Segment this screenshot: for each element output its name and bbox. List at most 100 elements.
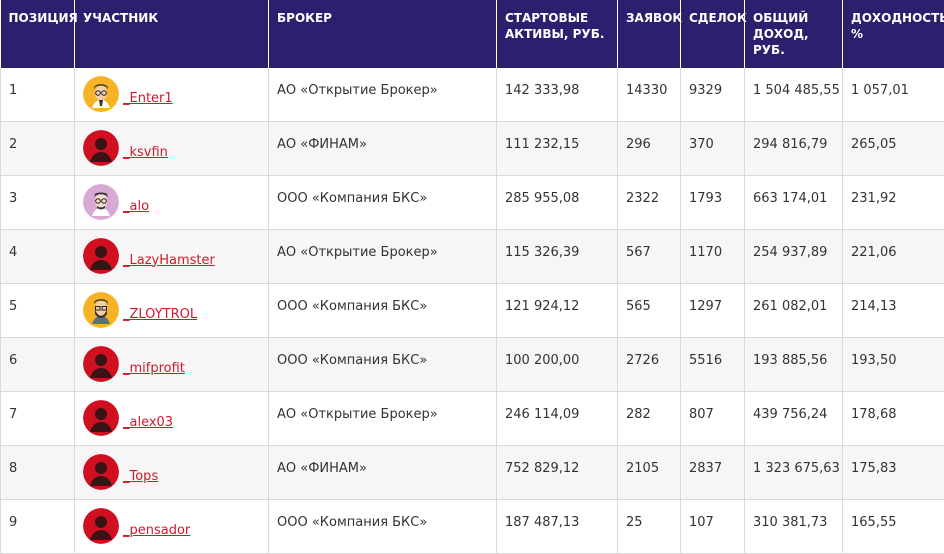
broker-cell: АО «ФИНАМ»: [269, 446, 497, 500]
start-assets-cell: 246 114,09: [497, 392, 618, 446]
participant-cell: _ksvfin: [75, 122, 269, 176]
table-header-row: ПОЗИЦИЯ УЧАСТНИК БРОКЕР СТАРТОВЫЕ АКТИВЫ…: [1, 0, 944, 68]
yield-cell: 175,83: [843, 446, 944, 500]
total-income-cell: 261 082,01: [745, 284, 843, 338]
participant-link[interactable]: _alo: [123, 191, 149, 214]
position-cell: 4: [1, 230, 75, 284]
position-cell: 7: [1, 392, 75, 446]
default-avatar-red-icon[interactable]: [83, 400, 119, 436]
broker-cell: ООО «Компания БКС»: [269, 176, 497, 230]
broker-cell: АО «Открытие Брокер»: [269, 68, 497, 122]
participant-link[interactable]: _mifprofit: [123, 353, 185, 376]
yield-cell: 1 057,01: [843, 68, 944, 122]
total-income-cell: 663 174,01: [745, 176, 843, 230]
start-assets-cell: 285 955,08: [497, 176, 618, 230]
start-assets-cell: 142 333,98: [497, 68, 618, 122]
total-income-cell: 439 756,24: [745, 392, 843, 446]
participant-cell: _pensador: [75, 500, 269, 554]
broker-cell: АО «Открытие Брокер»: [269, 230, 497, 284]
deals-cell: 5516: [681, 338, 745, 392]
position-cell: 9: [1, 500, 75, 554]
geek-avatar-gold-icon[interactable]: [83, 76, 119, 112]
total-income-cell: 294 816,79: [745, 122, 843, 176]
broker-cell: ООО «Компания БКС»: [269, 338, 497, 392]
orders-cell: 14330: [618, 68, 681, 122]
participant-link[interactable]: _alex03: [123, 407, 173, 430]
participant-cell: _Enter1: [75, 68, 269, 122]
yield-cell: 165,55: [843, 500, 944, 554]
orders-cell: 282: [618, 392, 681, 446]
participant-cell: _Tops: [75, 446, 269, 500]
default-avatar-red-icon[interactable]: [83, 454, 119, 490]
default-avatar-red-icon[interactable]: [83, 238, 119, 274]
participant-cell: _alo: [75, 176, 269, 230]
start-assets-cell: 111 232,15: [497, 122, 618, 176]
start-assets-cell: 752 829,12: [497, 446, 618, 500]
orders-cell: 296: [618, 122, 681, 176]
participant-cell: _LazyHamster: [75, 230, 269, 284]
orders-cell: 2726: [618, 338, 681, 392]
position-cell: 2: [1, 122, 75, 176]
broker-cell: ООО «Компания БКС»: [269, 500, 497, 554]
header-deals[interactable]: СДЕЛОК: [681, 0, 745, 68]
start-assets-cell: 187 487,13: [497, 500, 618, 554]
start-assets-cell: 115 326,39: [497, 230, 618, 284]
geek-avatar-pink-icon[interactable]: [83, 184, 119, 220]
header-position[interactable]: ПОЗИЦИЯ: [1, 0, 75, 68]
start-assets-cell: 100 200,00: [497, 338, 618, 392]
position-cell: 5: [1, 284, 75, 338]
participant-link[interactable]: _Enter1: [123, 83, 173, 106]
yield-cell: 178,68: [843, 392, 944, 446]
orders-cell: 2105: [618, 446, 681, 500]
yield-cell: 265,05: [843, 122, 944, 176]
position-cell: 1: [1, 68, 75, 122]
position-cell: 6: [1, 338, 75, 392]
default-avatar-red-icon[interactable]: [83, 130, 119, 166]
default-avatar-red-icon[interactable]: [83, 346, 119, 382]
total-income-cell: 1 323 675,63: [745, 446, 843, 500]
header-start-assets[interactable]: СТАРТОВЫЕ АКТИВЫ, РУБ.: [497, 0, 618, 68]
participant-link[interactable]: _ZLOYTROL: [123, 299, 197, 322]
table-row: 4 _LazyHamster АО «Открытие Брокер»115 326…: [1, 230, 944, 284]
deals-cell: 107: [681, 500, 745, 554]
deals-cell: 1170: [681, 230, 745, 284]
orders-cell: 2322: [618, 176, 681, 230]
deals-cell: 2837: [681, 446, 745, 500]
total-income-cell: 193 885,56: [745, 338, 843, 392]
header-participant[interactable]: УЧАСТНИК: [75, 0, 269, 68]
broker-cell: АО «ФИНАМ»: [269, 122, 497, 176]
orders-cell: 565: [618, 284, 681, 338]
position-cell: 8: [1, 446, 75, 500]
participant-link[interactable]: _Tops: [123, 461, 158, 484]
header-broker[interactable]: БРОКЕР: [269, 0, 497, 68]
deals-cell: 9329: [681, 68, 745, 122]
orders-cell: 25: [618, 500, 681, 554]
total-income-cell: 254 937,89: [745, 230, 843, 284]
yield-cell: 231,92: [843, 176, 944, 230]
header-total-income[interactable]: ОБЩИЙ ДОХОД, РУБ.: [745, 0, 843, 68]
broker-cell: АО «Открытие Брокер»: [269, 392, 497, 446]
participant-link[interactable]: _LazyHamster: [123, 245, 215, 268]
total-income-cell: 310 381,73: [745, 500, 843, 554]
yield-cell: 214,13: [843, 284, 944, 338]
yield-cell: 221,06: [843, 230, 944, 284]
participant-link[interactable]: _pensador: [123, 515, 190, 538]
header-yield[interactable]: ДОХОДНОСТЬ, %: [843, 0, 944, 68]
bearded-avatar-gold-icon[interactable]: [83, 292, 119, 328]
broker-cell: ООО «Компания БКС»: [269, 284, 497, 338]
participant-cell: _alex03: [75, 392, 269, 446]
position-cell: 3: [1, 176, 75, 230]
header-orders[interactable]: ЗАЯВОК: [618, 0, 681, 68]
participant-link[interactable]: _ksvfin: [123, 137, 168, 160]
default-avatar-red-icon[interactable]: [83, 508, 119, 544]
deals-cell: 370: [681, 122, 745, 176]
start-assets-cell: 121 924,12: [497, 284, 618, 338]
yield-cell: 193,50: [843, 338, 944, 392]
